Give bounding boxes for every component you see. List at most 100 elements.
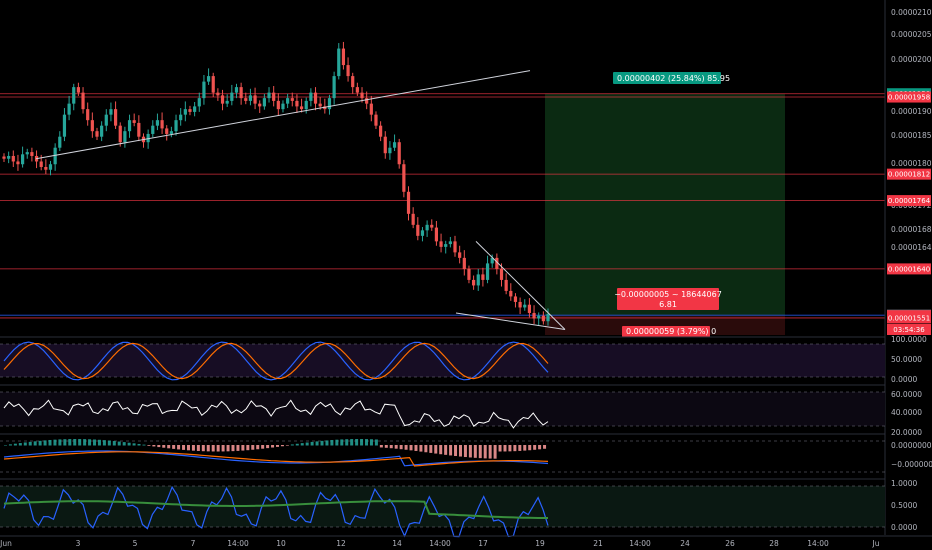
macd-histogram-bar bbox=[241, 445, 245, 451]
time-axis-tick: 14:00 bbox=[629, 539, 651, 548]
price-axis-tick: 0.00001900 bbox=[891, 107, 932, 116]
candle-body bbox=[20, 154, 25, 165]
time-axis-tick: 17 bbox=[478, 539, 488, 548]
candle-body bbox=[304, 100, 308, 110]
macd-histogram-bar bbox=[177, 445, 181, 450]
candle-body bbox=[76, 87, 80, 93]
macd-histogram-bar bbox=[93, 439, 97, 446]
time-axis-tick: Ju bbox=[872, 539, 880, 548]
candle-body bbox=[109, 109, 113, 115]
macd-histogram-bar bbox=[271, 445, 275, 448]
time-axis-tick: 7 bbox=[191, 539, 196, 548]
candle-body bbox=[174, 120, 178, 132]
indicator-axis-tick-osc: 1.0000 bbox=[891, 479, 917, 488]
target-label-box bbox=[613, 72, 721, 84]
candle-body bbox=[72, 87, 76, 104]
candle-body bbox=[318, 103, 322, 107]
candle-body bbox=[2, 156, 6, 159]
candle-body bbox=[523, 304, 527, 308]
candle-body bbox=[220, 95, 225, 104]
candle-body bbox=[123, 131, 127, 143]
macd-histogram-bar bbox=[122, 442, 126, 446]
macd-histogram-bar bbox=[182, 445, 186, 450]
price-tag: 0.00001812 bbox=[888, 171, 930, 179]
candle-body bbox=[183, 109, 187, 115]
candle-body bbox=[137, 122, 141, 137]
candle-body bbox=[341, 48, 346, 66]
price-tag-box bbox=[887, 168, 931, 180]
candle-body bbox=[346, 65, 350, 77]
macd-histogram-bar bbox=[528, 445, 532, 451]
osc-signal-line bbox=[3, 500, 548, 519]
price-tag-box bbox=[887, 195, 931, 207]
time-axis-tick: 14:00 bbox=[429, 539, 451, 548]
candle-body bbox=[44, 166, 48, 170]
candle-body bbox=[58, 136, 62, 148]
macd-histogram-bar bbox=[374, 439, 378, 446]
candle-body bbox=[132, 120, 136, 123]
indicator-axis-tick-stoch: 50.0000 bbox=[891, 355, 922, 364]
macd-histogram-bar bbox=[73, 439, 77, 446]
candle-body bbox=[290, 98, 294, 101]
macd-histogram-bar bbox=[508, 445, 512, 452]
candle-body bbox=[127, 120, 132, 132]
candle-body bbox=[481, 274, 485, 280]
macd-histogram-bar bbox=[379, 445, 383, 448]
candle-body bbox=[337, 48, 341, 77]
candle-body bbox=[513, 296, 518, 302]
candle-body bbox=[193, 106, 197, 112]
time-axis-tick: 12 bbox=[336, 539, 346, 548]
candle-body bbox=[179, 114, 183, 121]
candle-body bbox=[406, 191, 411, 214]
macd-histogram-bar bbox=[424, 445, 428, 453]
macd-histogram-bar bbox=[221, 445, 225, 452]
candle-body bbox=[379, 125, 383, 137]
candle-body bbox=[388, 147, 392, 154]
macd-histogram-bar bbox=[23, 442, 27, 446]
osc-line bbox=[3, 485, 549, 538]
macd-histogram-bar bbox=[434, 445, 438, 454]
macd-histogram-bar bbox=[152, 445, 156, 447]
macd-histogram-bar bbox=[43, 440, 47, 446]
macd-histogram-bar bbox=[493, 445, 497, 459]
candle-body bbox=[95, 131, 99, 137]
macd-histogram-bar bbox=[68, 439, 72, 446]
candle-body bbox=[541, 315, 545, 322]
candle-body bbox=[537, 315, 541, 319]
macd-histogram-bar bbox=[310, 441, 314, 446]
candle-body bbox=[86, 109, 90, 121]
macd-histogram-bar bbox=[305, 442, 309, 446]
macd-histogram-bar bbox=[315, 441, 319, 446]
macd-histogram-bar bbox=[335, 439, 339, 446]
price-tag: 03:54:36 bbox=[893, 326, 925, 334]
macd-histogram-bar bbox=[300, 443, 304, 446]
candle-body bbox=[188, 109, 192, 112]
macd-histogram-bar bbox=[518, 445, 522, 451]
candle-body bbox=[462, 257, 466, 269]
macd-histogram-bar bbox=[325, 440, 329, 446]
candle-body bbox=[244, 98, 248, 101]
candle-body bbox=[230, 92, 234, 101]
candle-body bbox=[16, 161, 20, 165]
macd-histogram-bar bbox=[384, 445, 388, 448]
candle-body bbox=[160, 120, 164, 129]
candle-body bbox=[258, 103, 262, 107]
candle-body bbox=[25, 152, 29, 155]
macd-histogram-bar bbox=[13, 443, 17, 446]
candle-body bbox=[495, 257, 499, 269]
time-axis-tick: 5 bbox=[133, 539, 138, 548]
price-axis-tick: 0.00001640 bbox=[891, 243, 932, 252]
candle-body bbox=[309, 92, 313, 101]
candle-body bbox=[286, 98, 290, 104]
candle-body bbox=[313, 92, 318, 104]
macd-line bbox=[3, 450, 549, 467]
target-zone bbox=[545, 93, 785, 316]
candle-body bbox=[499, 268, 504, 280]
indicator-axis-tick-macd: 0.00000000 bbox=[891, 441, 932, 450]
candle-body bbox=[165, 128, 169, 134]
stop-label: 0.00000059 (3.79%) 0 bbox=[626, 327, 716, 336]
macd-histogram-bar bbox=[533, 445, 537, 450]
candle-body bbox=[434, 227, 439, 242]
